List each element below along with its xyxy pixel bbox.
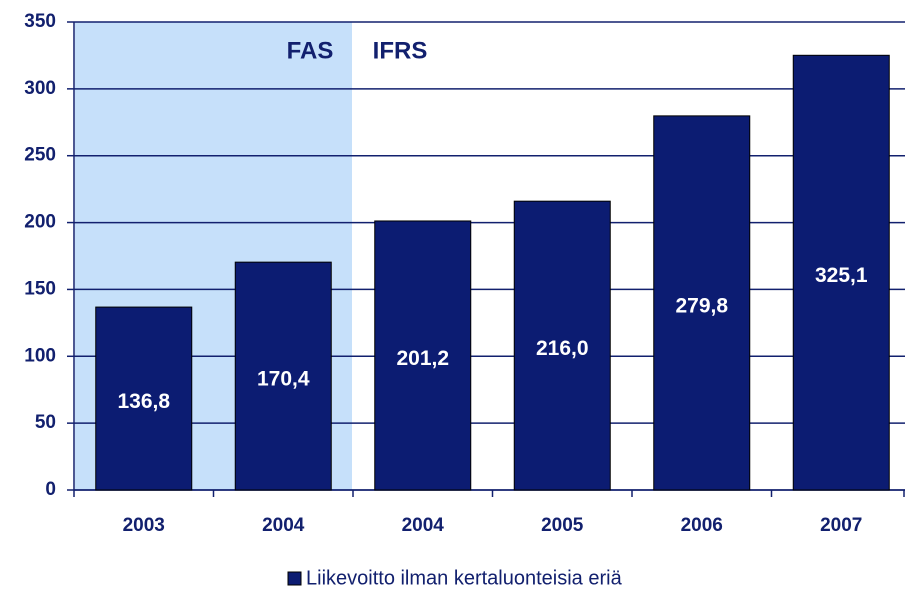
y-tick-label: 0 [45,479,56,500]
x-tick-label: 2006 [681,515,723,536]
y-tick-label: 300 [24,78,56,99]
data-label: 201,2 [396,347,449,370]
y-tick-label: 350 [24,11,56,32]
y-tick-label: 200 [24,212,56,233]
bar [653,115,751,491]
y-tick-label: 250 [24,145,56,166]
y-tick-label: 100 [24,345,56,366]
bar [374,220,472,491]
annotation: FAS [287,37,334,64]
data-label: 170,4 [257,368,310,391]
y-tick-label: 50 [35,412,56,433]
data-label: 325,1 [815,264,868,287]
x-tick-label: 2004 [262,515,305,536]
data-label: 136,8 [117,390,170,413]
annotation: IFRS [373,37,428,64]
legend-label: Liikevoitto ilman kertaluonteisia eriä [306,567,623,589]
bar [792,54,890,491]
bar [234,261,332,491]
data-label: 279,8 [675,294,728,317]
bar [513,200,611,491]
data-label: 216,0 [536,337,589,360]
x-tick-label: 2004 [402,515,445,536]
x-tick-label: 2003 [123,515,165,536]
y-tick-label: 150 [24,278,56,299]
bar [95,306,193,491]
legend-swatch [287,571,302,586]
x-tick-label: 2007 [820,515,862,536]
x-tick-label: 2005 [541,515,584,536]
